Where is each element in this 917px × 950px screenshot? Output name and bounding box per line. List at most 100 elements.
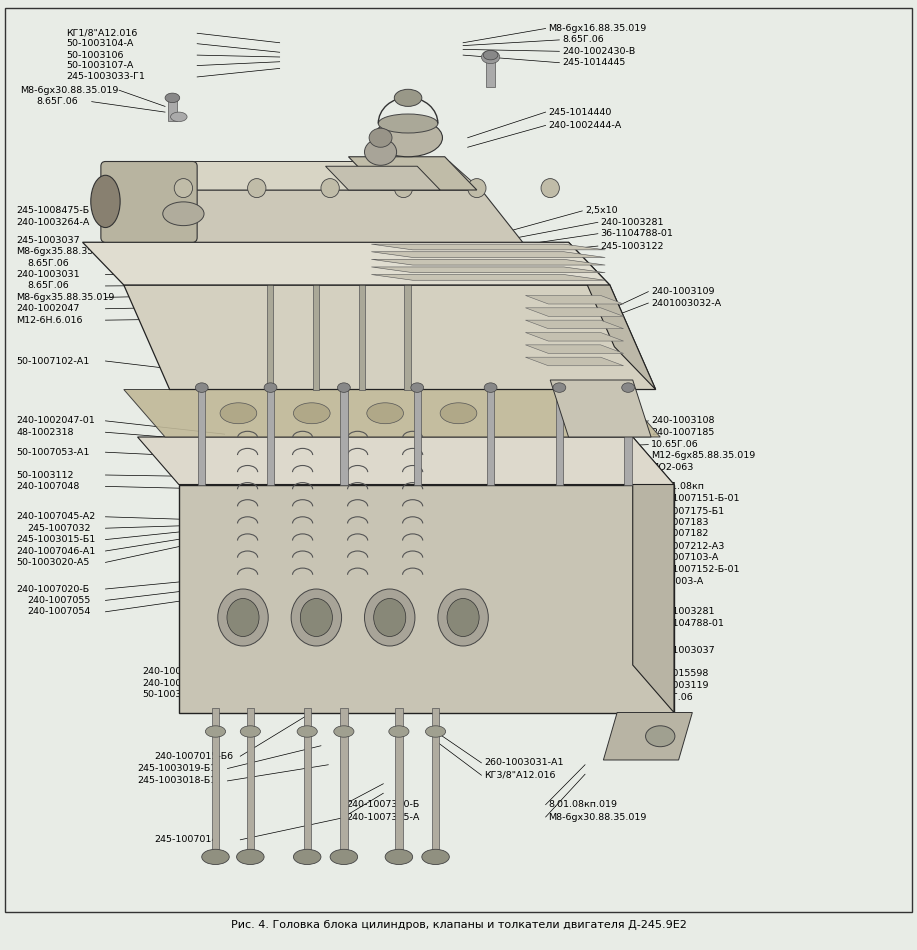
Polygon shape (569, 242, 656, 390)
Text: 8.65Г.06: 8.65Г.06 (28, 258, 70, 268)
Polygon shape (326, 166, 440, 190)
Polygon shape (550, 380, 651, 437)
Text: М12-6gx85.88.35.019: М12-6gx85.88.35.019 (651, 451, 756, 461)
Text: 50-1003103-А: 50-1003103-А (142, 690, 210, 699)
Bar (404, 228, 411, 390)
Text: КГ3/8"А12.016: КГ3/8"А12.016 (484, 770, 556, 780)
Ellipse shape (293, 403, 330, 424)
Text: 240-1002430-В: 240-1002430-В (562, 47, 635, 56)
Ellipse shape (425, 726, 446, 737)
Polygon shape (603, 712, 692, 760)
Text: 240-1007054: 240-1007054 (28, 607, 91, 617)
Ellipse shape (165, 93, 180, 103)
Text: 240-1007375-А: 240-1007375-А (347, 812, 420, 822)
Polygon shape (371, 275, 605, 280)
Bar (340, 390, 348, 484)
Ellipse shape (622, 383, 635, 392)
Bar (359, 228, 365, 390)
Text: 260-1003031-А1: 260-1003031-А1 (484, 758, 564, 768)
Bar (432, 708, 439, 855)
Text: 12.01.08кп: 12.01.08кп (651, 482, 705, 491)
Ellipse shape (163, 202, 204, 226)
Circle shape (321, 179, 339, 198)
Text: 240-1007055: 240-1007055 (28, 596, 91, 605)
Ellipse shape (195, 383, 208, 392)
Ellipse shape (365, 139, 397, 165)
Circle shape (248, 179, 266, 198)
Ellipse shape (438, 589, 489, 646)
Ellipse shape (385, 849, 413, 865)
Ellipse shape (394, 89, 422, 106)
Text: 2401003032-А: 2401003032-А (651, 298, 721, 308)
Ellipse shape (91, 175, 120, 228)
Polygon shape (371, 252, 605, 257)
Polygon shape (371, 259, 605, 265)
Polygon shape (348, 157, 477, 190)
Text: 240-1007015-Б6: 240-1007015-Б6 (154, 751, 233, 761)
Text: 50-1007053-А1: 50-1007053-А1 (17, 447, 90, 457)
Ellipse shape (374, 598, 406, 636)
Ellipse shape (218, 589, 269, 646)
Ellipse shape (237, 849, 264, 865)
Text: Рис. 4. Головка блока цилиндров, клапаны и толкатели двигателя Д-245.9Е2: Рис. 4. Головка блока цилиндров, клапаны… (230, 921, 687, 930)
Ellipse shape (374, 119, 442, 157)
Polygon shape (525, 320, 624, 329)
Ellipse shape (379, 114, 438, 133)
Ellipse shape (293, 849, 321, 865)
Text: 240-1003264-А: 240-1003264-А (17, 218, 90, 227)
Text: 50-1003112: 50-1003112 (17, 470, 74, 480)
Bar (212, 708, 219, 855)
Bar (414, 390, 421, 484)
Text: 240-1007152-Б-01: 240-1007152-Б-01 (651, 565, 740, 575)
Bar (624, 390, 632, 484)
Text: 50-1015598: 50-1015598 (651, 669, 709, 678)
Ellipse shape (330, 849, 358, 865)
Ellipse shape (227, 598, 260, 636)
Text: 240-1002047-01: 240-1002047-01 (17, 416, 95, 426)
Text: 240-1007151-Б-01: 240-1007151-Б-01 (651, 494, 740, 504)
Text: 50-1003119: 50-1003119 (651, 681, 709, 691)
Ellipse shape (220, 403, 257, 424)
Text: М12-6Н.6.016: М12-6Н.6.016 (17, 315, 83, 325)
Ellipse shape (297, 726, 317, 737)
Ellipse shape (369, 128, 392, 147)
Polygon shape (138, 437, 674, 484)
Ellipse shape (300, 598, 332, 636)
Circle shape (394, 179, 413, 198)
Ellipse shape (422, 849, 449, 865)
Text: 240-1003108: 240-1003108 (651, 416, 714, 426)
Text: 240-1003109: 240-1003109 (651, 287, 714, 296)
Text: 8.65Г.06: 8.65Г.06 (651, 693, 693, 702)
Text: 245-1014445: 245-1014445 (562, 58, 625, 67)
Text: 240-1003281: 240-1003281 (601, 218, 664, 227)
Polygon shape (525, 308, 624, 316)
Text: 240-1002047: 240-1002047 (17, 304, 80, 314)
Text: 50-1007102-А1: 50-1007102-А1 (17, 356, 90, 366)
Polygon shape (525, 357, 624, 366)
Polygon shape (142, 190, 523, 242)
Text: 245-1003019-Б1: 245-1003019-Б1 (138, 764, 216, 773)
Bar (267, 390, 274, 484)
Text: 245-1003015-Б1: 245-1003015-Б1 (17, 535, 95, 544)
Ellipse shape (389, 726, 409, 737)
Text: 245-1014440: 245-1014440 (548, 107, 612, 117)
Ellipse shape (484, 383, 497, 392)
Text: КГ1/8"А12.016: КГ1/8"А12.016 (66, 28, 138, 38)
Polygon shape (83, 242, 610, 285)
Text: 245-1003018-Б1: 245-1003018-Б1 (138, 776, 216, 786)
Polygon shape (525, 345, 624, 353)
Text: 240-1007045-А2: 240-1007045-А2 (17, 512, 95, 522)
Bar (556, 390, 563, 484)
Ellipse shape (291, 589, 341, 646)
Text: 10.65Г.06: 10.65Г.06 (651, 440, 699, 449)
Text: 240-1007048: 240-1007048 (17, 482, 80, 491)
Text: 245-1003122: 245-1003122 (601, 241, 664, 251)
Text: 245-1003033-Г1: 245-1003033-Г1 (66, 72, 145, 82)
Text: 8.65Г.06: 8.65Г.06 (37, 97, 79, 106)
Text: 245-1007014: 245-1007014 (154, 835, 217, 845)
Text: 50-1007175-Б1: 50-1007175-Б1 (651, 506, 724, 516)
Polygon shape (371, 267, 605, 273)
Text: 50-1003104-А: 50-1003104-А (66, 39, 133, 48)
Text: 50-1003106: 50-1003106 (66, 50, 124, 60)
Bar (486, 57, 495, 87)
